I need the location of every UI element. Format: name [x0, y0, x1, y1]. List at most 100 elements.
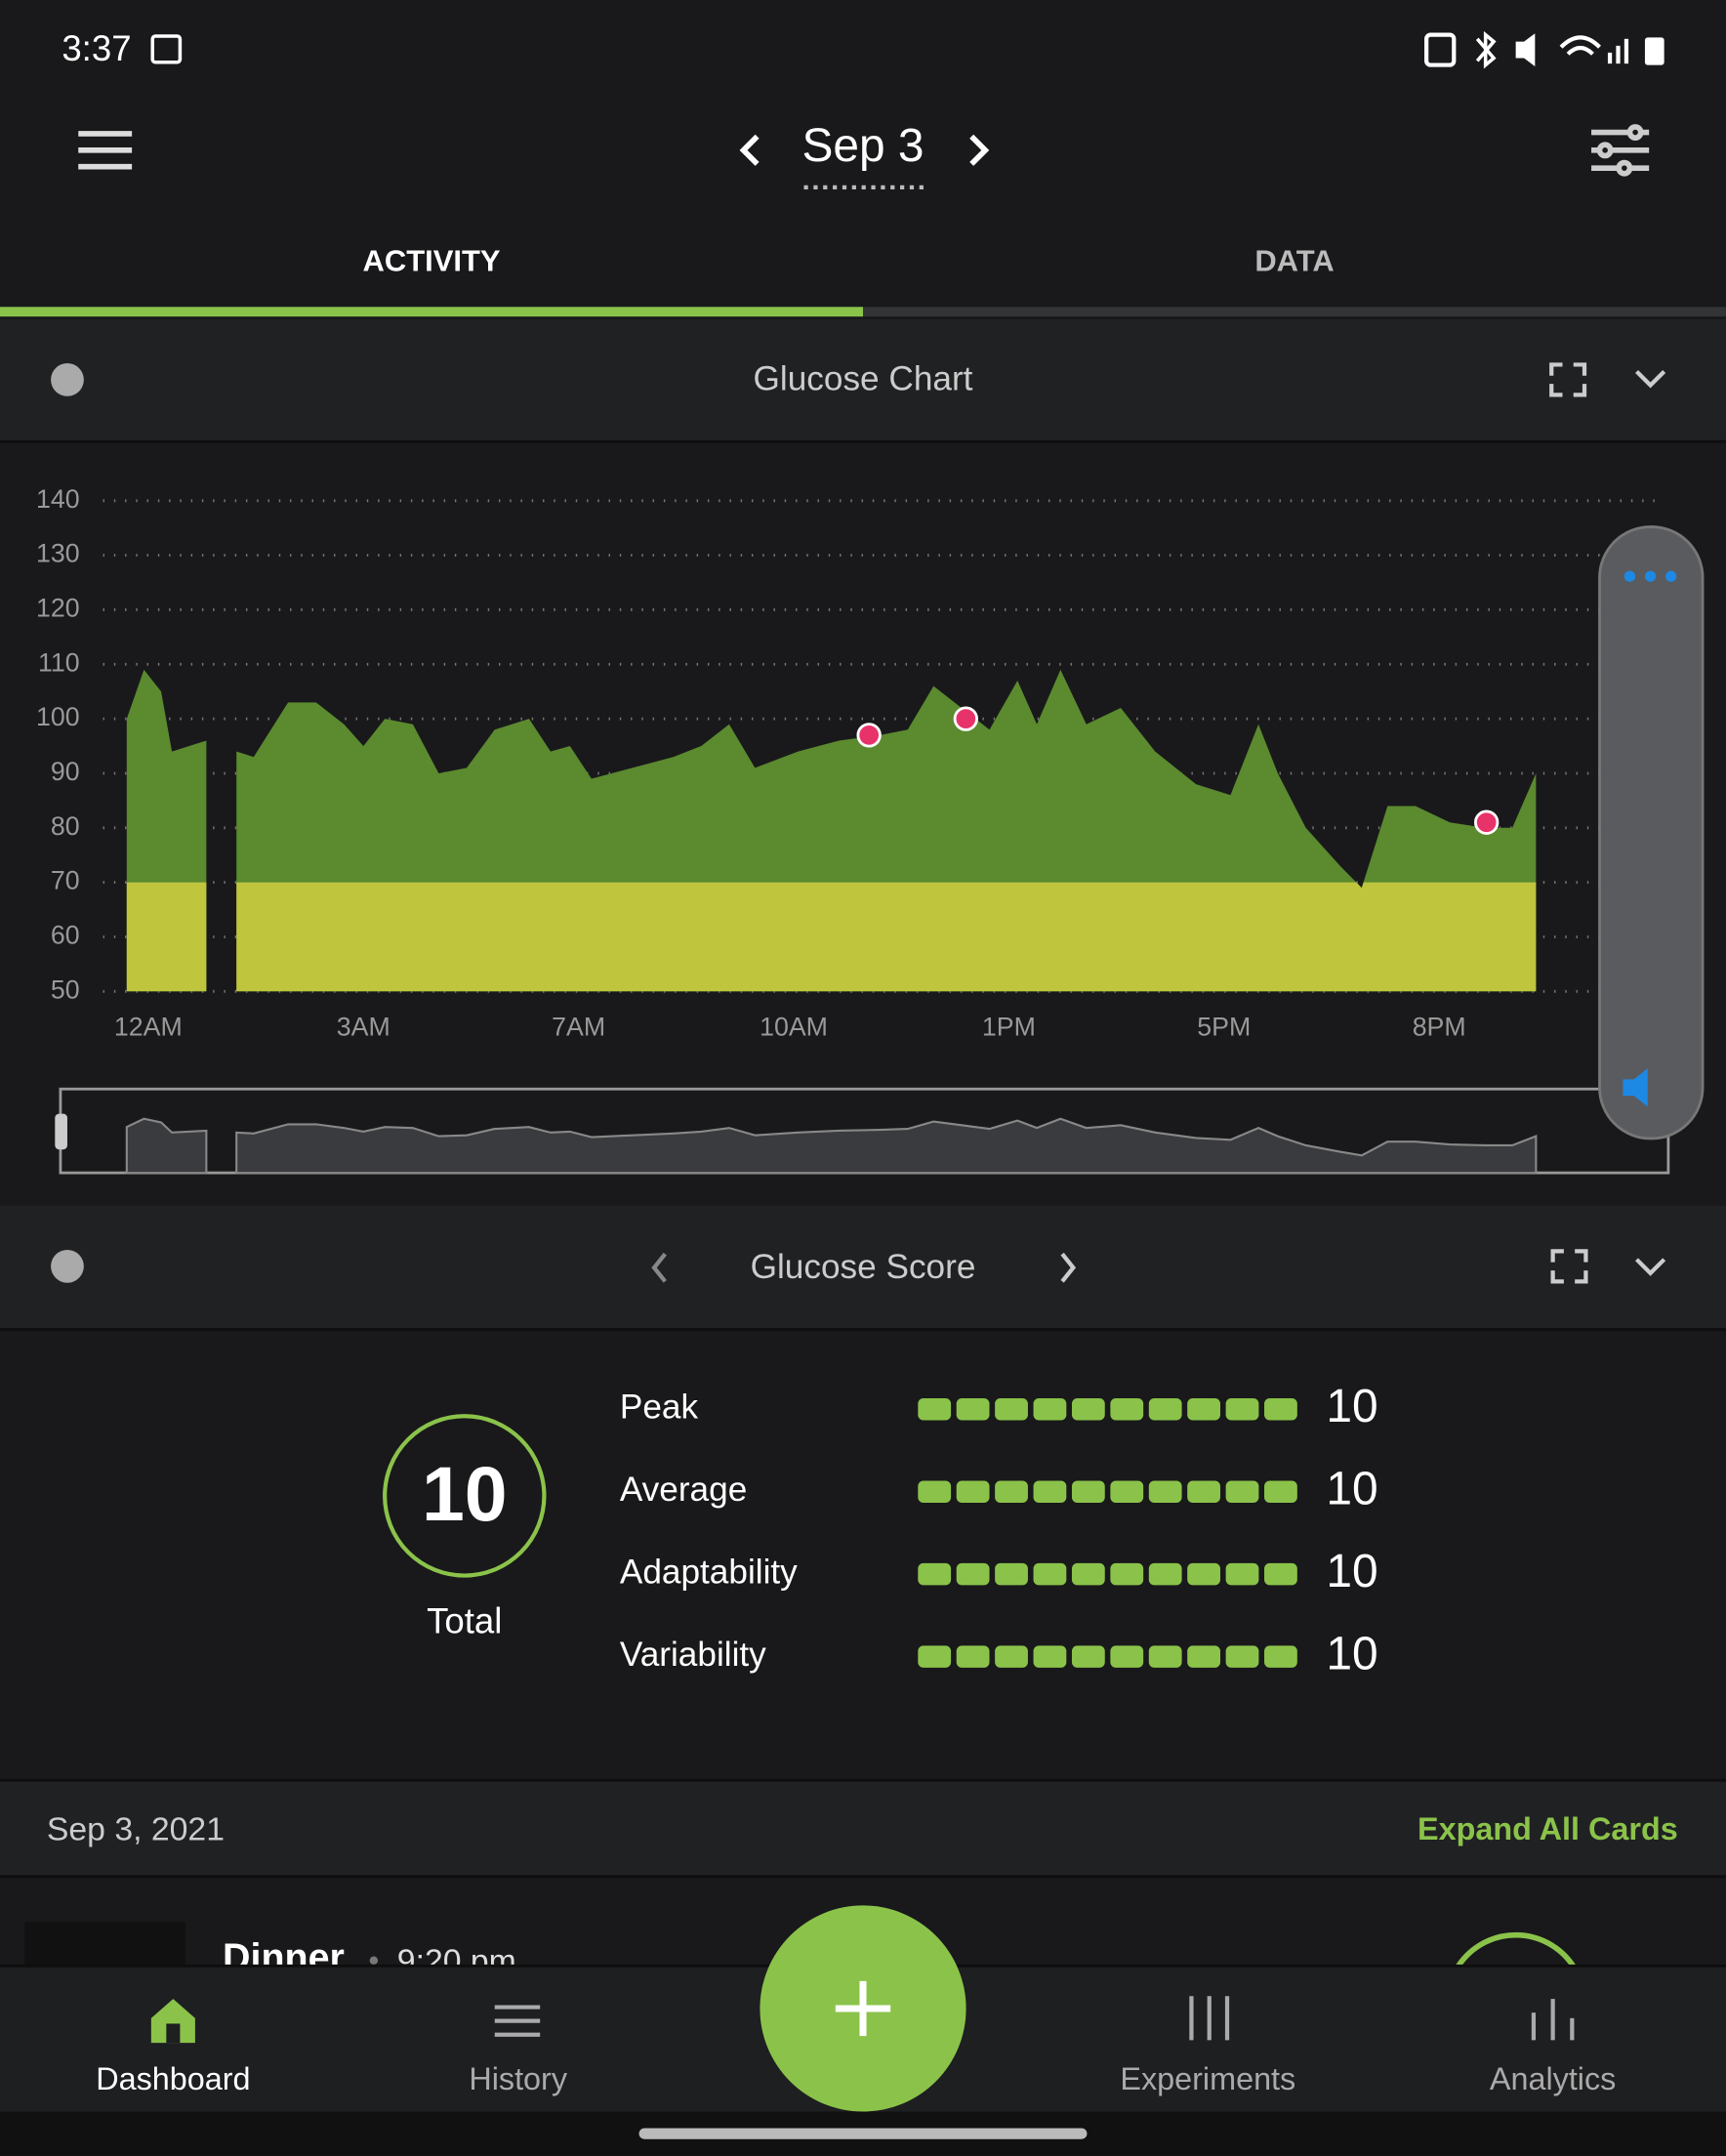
entry-score-ring — [1454, 1931, 1578, 1970]
nav-experiments[interactable]: Experiments — [1120, 2061, 1295, 2096]
y-tick-label: 130 — [36, 539, 80, 568]
menu-button[interactable] — [78, 131, 133, 170]
metric-segment — [1033, 1562, 1067, 1586]
collapse-icon[interactable] — [1635, 369, 1666, 389]
separator-dot — [369, 1956, 379, 1965]
metric-segment — [918, 1645, 952, 1668]
metric-segment — [956, 1562, 990, 1586]
status-time: 3:37 — [62, 28, 131, 68]
filter-button[interactable] — [1591, 124, 1650, 177]
metric-segment — [1264, 1480, 1297, 1503]
score-metrics: Peak 10 Average 10 Adaptability 10 Variability… — [620, 1381, 1378, 1679]
metric-segment — [1071, 1480, 1105, 1503]
glucose-chart: 50 60 70 80 90 100 110 120 130 140 12AM 3AM 7AM 10AM 1… — [36, 484, 1664, 1041]
y-tick-label: 70 — [51, 866, 80, 895]
nav-dashboard[interactable]: Dashboard — [96, 2061, 250, 2096]
metric-segment — [918, 1397, 952, 1421]
dashboard-icon-door — [166, 2023, 181, 2044]
metric-segment — [1148, 1480, 1182, 1503]
y-tick-label: 100 — [36, 702, 80, 731]
metric-segment — [1187, 1480, 1220, 1503]
metric-segment — [956, 1397, 990, 1421]
nav-analytics[interactable]: Analytics — [1490, 2061, 1617, 2096]
expand-icon[interactable] — [1550, 1249, 1588, 1284]
navigator-handle[interactable] — [55, 1113, 67, 1150]
x-tick-label: 7AM — [552, 1012, 605, 1041]
info-icon[interactable] — [51, 363, 84, 396]
x-tick-label: 10AM — [760, 1012, 828, 1041]
meal-event — [953, 706, 979, 731]
status-icons — [1424, 30, 1664, 69]
y-tick-label: 50 — [51, 974, 80, 1004]
metric-value: 10 — [1326, 1546, 1377, 1597]
x-tick-label: 12AM — [114, 1012, 183, 1041]
prev-day[interactable] — [739, 134, 760, 166]
metric-segment — [1033, 1645, 1067, 1668]
info-icon[interactable] — [51, 1249, 84, 1283]
x-tick-label: 1PM — [982, 1012, 1036, 1041]
next-score[interactable] — [1060, 1252, 1077, 1283]
divider — [0, 439, 1726, 443]
dashboard-icon[interactable] — [150, 1999, 195, 2044]
divider — [0, 1875, 1726, 1879]
next-day[interactable] — [969, 134, 990, 166]
mute-icon[interactable] — [1623, 1068, 1648, 1107]
metric-name: Peak — [620, 1389, 699, 1427]
total-label: Total — [427, 1601, 502, 1641]
add-icon — [835, 1980, 891, 2037]
collapse-icon[interactable] — [1635, 1258, 1666, 1276]
metric-name: Average — [620, 1471, 747, 1509]
metric-value: 10 — [1326, 1628, 1377, 1679]
metric-segment — [995, 1397, 1028, 1421]
total-score: 10 — [422, 1451, 508, 1537]
nav-history[interactable]: History — [469, 2061, 568, 2096]
x-tick-label: 8PM — [1413, 1012, 1466, 1041]
metric-segment — [1225, 1562, 1259, 1586]
metric-segment — [1071, 1397, 1105, 1421]
tab-data[interactable]: DATA — [1254, 243, 1334, 277]
date-row — [0, 1781, 1726, 1876]
x-tick-label: 3AM — [337, 1012, 390, 1041]
floating-panel[interactable] — [1598, 525, 1705, 1140]
metric-segment — [1187, 1645, 1220, 1668]
metric-name: Adaptability — [620, 1553, 798, 1591]
metric-segment — [995, 1480, 1028, 1503]
metric-value: 10 — [1326, 1381, 1377, 1432]
metric-name: Variability — [620, 1636, 766, 1674]
metric-segment — [1071, 1645, 1105, 1668]
gallery-icon — [150, 34, 183, 64]
expand-icon[interactable] — [1549, 362, 1587, 397]
meal-event — [856, 723, 882, 748]
tab-indicator — [0, 307, 863, 317]
tab-activity[interactable]: ACTIVITY — [362, 243, 500, 277]
prev-score[interactable] — [651, 1252, 667, 1283]
metric-segment — [1110, 1562, 1144, 1586]
metric-segment — [1033, 1480, 1067, 1503]
header-date[interactable]: Sep 3 — [801, 120, 924, 172]
metric-segment — [1110, 1480, 1144, 1503]
metric-segment — [1071, 1562, 1105, 1586]
home-indicator — [638, 2128, 1088, 2139]
more-dots[interactable] — [1623, 570, 1677, 582]
metric-value: 10 — [1326, 1463, 1377, 1514]
experiments-icon[interactable] — [1189, 1996, 1230, 2041]
metric-segment — [1148, 1562, 1182, 1586]
y-tick-label: 120 — [36, 594, 80, 623]
metric-segment — [1264, 1645, 1297, 1668]
target-band — [126, 882, 1537, 992]
metric-segment — [995, 1562, 1028, 1586]
metric-segment — [1225, 1480, 1259, 1503]
metric-segment — [1187, 1562, 1220, 1586]
history-icon[interactable] — [494, 2005, 541, 2037]
metric-segment — [1225, 1645, 1259, 1668]
metric-segment — [1225, 1397, 1259, 1421]
divider — [0, 1328, 1726, 1332]
metric-segment — [1148, 1397, 1182, 1421]
expand-all[interactable]: Expand All Cards — [1418, 1811, 1678, 1846]
metric-segment — [1148, 1645, 1182, 1668]
card-title: Glucose Score — [751, 1248, 976, 1286]
card-header — [0, 1205, 1726, 1329]
metric-segment — [995, 1645, 1028, 1668]
analytics-icon[interactable] — [1531, 1999, 1575, 2041]
